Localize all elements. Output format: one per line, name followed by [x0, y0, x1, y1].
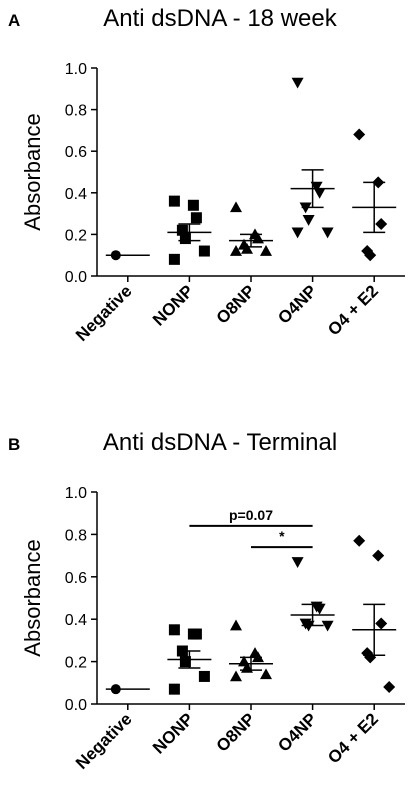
point [168, 624, 180, 636]
panel-label: A [8, 11, 20, 30]
point [291, 557, 304, 568]
x-tick-label: O4 + E2 [324, 281, 382, 339]
y-tick-label: 0.2 [65, 655, 87, 672]
panel-label: B [8, 435, 20, 454]
point [321, 227, 334, 239]
point [321, 620, 334, 632]
y-tick-label: 1.0 [65, 485, 87, 502]
point [198, 245, 210, 257]
y-tick-label: 0.8 [65, 103, 87, 120]
y-tick-label: 0.4 [65, 186, 87, 203]
point [168, 683, 180, 695]
y-tick-label: 0.6 [65, 570, 87, 587]
point [179, 233, 191, 245]
x-tick-label: O8NP [213, 709, 259, 755]
point [310, 181, 323, 193]
point [291, 227, 304, 239]
y-tick-label: 0.4 [65, 612, 87, 629]
y-tick-label: 0.0 [65, 269, 87, 286]
y-tick-label: 0.2 [65, 227, 87, 244]
point [230, 619, 242, 631]
chart-title: Anti dsDNA - 18 week [103, 5, 337, 32]
x-tick-label: O4NP [274, 709, 320, 755]
point [361, 245, 374, 258]
y-tick-label: 0.0 [65, 697, 87, 714]
point [230, 670, 242, 682]
significance-label: * [279, 528, 285, 544]
x-tick-label: NONP [149, 709, 197, 757]
point [353, 128, 366, 141]
x-tick-label: Negative [72, 281, 136, 345]
point [168, 195, 180, 207]
point [198, 670, 210, 682]
point [375, 617, 388, 630]
x-tick-label: O4NP [274, 281, 320, 327]
point [375, 218, 388, 230]
point [241, 242, 253, 254]
y-axis-label: Absorbance [20, 539, 45, 656]
point [364, 651, 377, 664]
point [187, 199, 199, 211]
y-tick-label: 0.8 [65, 527, 87, 544]
point [230, 201, 242, 213]
point [364, 249, 377, 262]
chart-title: Anti dsDNA - Terminal [103, 429, 337, 456]
y-tick-label: 1.0 [65, 61, 87, 78]
x-tick-label: O4 + E2 [324, 709, 382, 767]
point [179, 656, 191, 668]
point [353, 534, 366, 547]
point [291, 77, 304, 89]
point [168, 253, 180, 265]
significance-label: p=0.07 [229, 507, 273, 523]
point [260, 245, 272, 256]
y-tick-label: 0.6 [65, 144, 87, 161]
x-tick-label: NONP [149, 281, 197, 329]
point [260, 668, 272, 680]
point [190, 628, 202, 640]
point [372, 549, 385, 562]
y-axis-label: Absorbance [20, 113, 45, 230]
x-tick-label: Negative [72, 709, 136, 773]
point [383, 681, 396, 694]
x-tick-label: O8NP [213, 281, 259, 327]
point [313, 188, 326, 199]
point [176, 224, 188, 236]
point [302, 215, 315, 226]
point [313, 603, 326, 615]
point [190, 212, 202, 224]
point [230, 245, 242, 256]
